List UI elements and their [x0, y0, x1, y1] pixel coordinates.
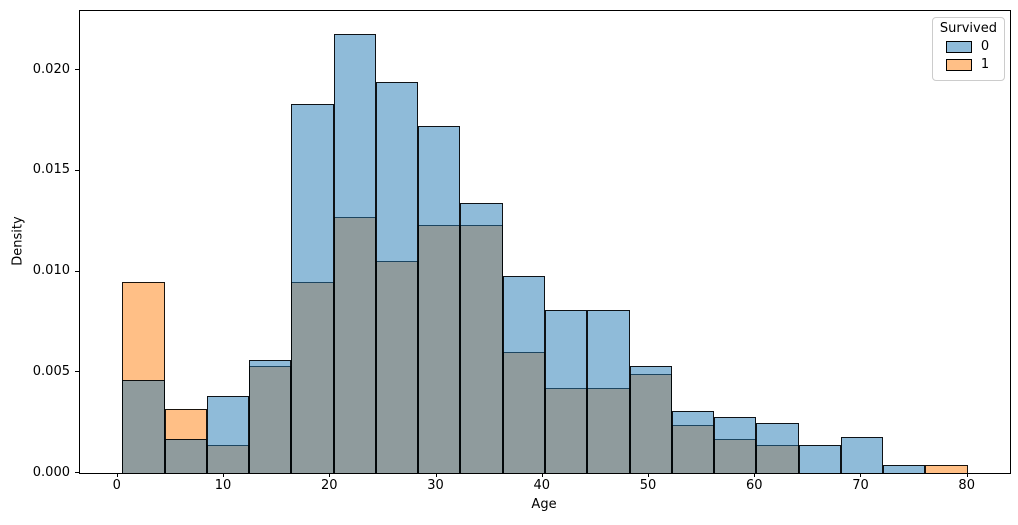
x-tick-mark-30 — [435, 473, 437, 477]
y-tick-label-0.000: 0.000 — [32, 464, 70, 480]
x-axis-label: Age — [531, 497, 557, 512]
x-tick-mark-40 — [541, 473, 543, 477]
hist-bar-survived-0-bin-18 — [883, 464, 926, 473]
hist-bar-survived-0-bin-0 — [122, 380, 165, 473]
hist-bar-survived-0-bin-16 — [798, 444, 841, 473]
legend-swatch-0 — [945, 40, 972, 53]
x-tick-mark-50 — [648, 473, 649, 477]
hist-bar-survived-0-bin-15 — [756, 422, 799, 473]
hist-bar-survived-0-bin-12 — [629, 366, 672, 473]
legend-entry-1: 1 — [945, 57, 997, 72]
x-tick-mark-20 — [329, 473, 331, 477]
y-tick-label-0.010: 0.010 — [32, 263, 70, 279]
y-tick-mark-0.015 — [75, 169, 79, 171]
y-tick-mark-0.005 — [75, 371, 79, 373]
y-tick-label-0.005: 0.005 — [32, 363, 70, 379]
legend-entry-label-1: 1 — [980, 57, 990, 72]
x-tick-mark-70 — [860, 473, 862, 477]
y-tick-mark-0.020 — [75, 69, 79, 71]
y-tick-label-0.015: 0.015 — [32, 162, 70, 178]
legend-entry-label-0: 0 — [980, 39, 990, 54]
x-tick-mark-60 — [754, 473, 756, 477]
y-tick-label-0.020: 0.020 — [32, 61, 70, 77]
x-tick-mark-10 — [223, 473, 225, 477]
x-tick-mark-0 — [116, 473, 118, 477]
x-tick-label-30: 30 — [427, 478, 444, 493]
hist-bar-survived-0-bin-5 — [333, 33, 376, 473]
hist-bar-survived-0-bin-9 — [502, 275, 545, 473]
hist-bar-survived-0-bin-11 — [587, 309, 630, 473]
x-tick-label-60: 60 — [745, 478, 763, 493]
legend-title: Survived — [939, 21, 997, 36]
series-survived-0-layer — [80, 11, 1010, 473]
hist-bar-survived-0-bin-3 — [249, 360, 292, 473]
legend-swatch-1 — [945, 58, 972, 71]
x-tick-label-0: 0 — [112, 478, 121, 493]
hist-bar-survived-0-bin-2 — [206, 396, 250, 473]
x-tick-label-70: 70 — [852, 478, 869, 493]
x-tick-label-50: 50 — [639, 478, 657, 493]
hist-bar-survived-0-bin-14 — [714, 416, 757, 473]
x-tick-label-80: 80 — [958, 478, 975, 493]
y-tick-mark-0.010 — [75, 270, 79, 272]
histogram-bars-layer — [80, 11, 1010, 473]
hist-bar-survived-0-bin-6 — [375, 82, 419, 473]
hist-bar-survived-0-bin-17 — [840, 436, 884, 473]
hist-bar-survived-1-bin-19 — [925, 464, 968, 473]
hist-bar-survived-0-bin-1 — [164, 438, 207, 473]
hist-bar-survived-0-bin-4 — [291, 104, 334, 473]
y-tick-mark-0.000 — [75, 472, 79, 473]
hist-bar-survived-0-bin-10 — [545, 309, 588, 473]
legend-entry-0: 0 — [945, 39, 997, 54]
y-axis-label: Density — [10, 216, 26, 266]
x-tick-label-40: 40 — [533, 478, 551, 493]
hist-bar-survived-0-bin-13 — [671, 410, 715, 473]
hist-bar-survived-0-bin-8 — [460, 203, 503, 473]
x-tick-label-20: 20 — [321, 478, 338, 493]
hist-bar-survived-0-bin-7 — [418, 126, 461, 473]
x-tick-label-10: 10 — [214, 478, 232, 493]
x-tick-mark-80 — [966, 473, 968, 477]
